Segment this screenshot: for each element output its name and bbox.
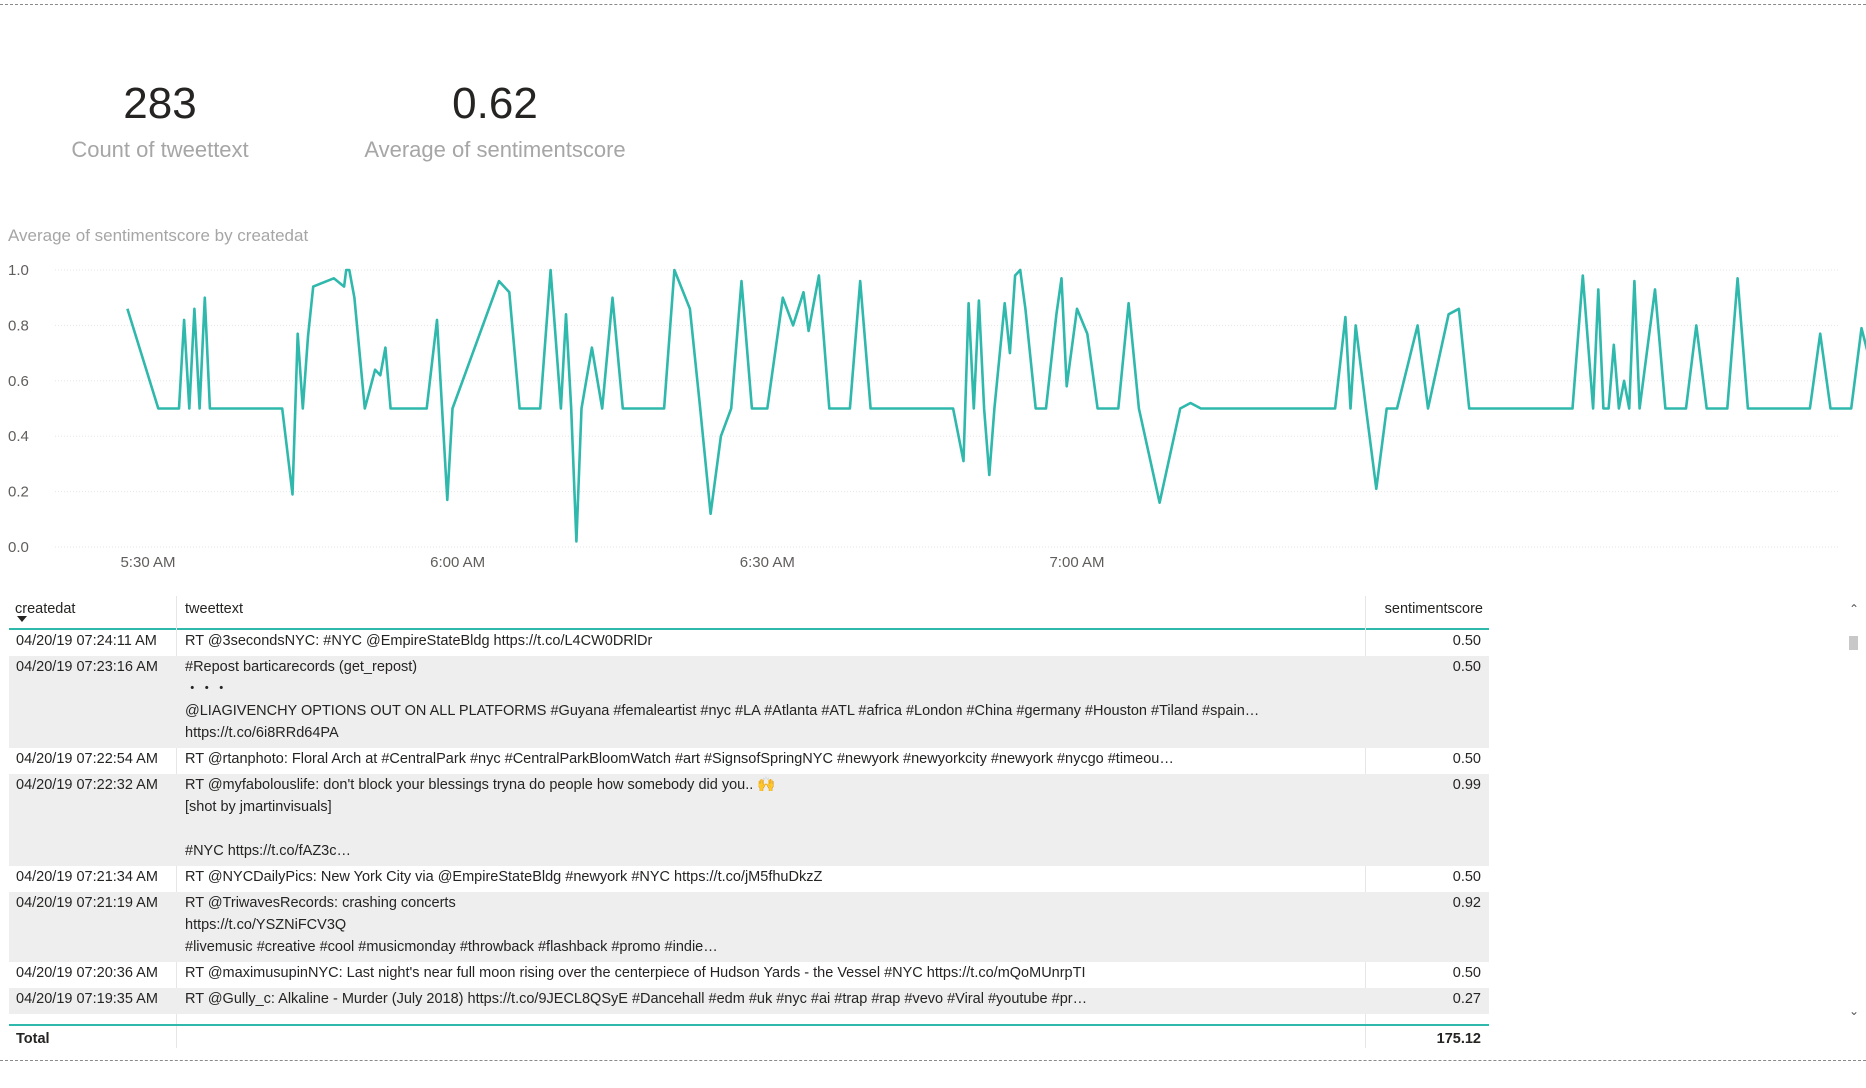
table-row[interactable]: 04/20/19 07:22:54 AM RT @rtanphoto: Flora…	[9, 748, 1489, 774]
cell-createdat: 04/20/19 07:20:36 AM	[16, 965, 158, 981]
header-tweettext-label: tweettext	[185, 601, 244, 617]
total-score: 175.12	[1436, 1031, 1481, 1047]
y-tick-label: 0.2	[8, 484, 29, 501]
cell-tweettext: RT @3secondsNYC: #NYC @EmpireStateBldg h…	[185, 633, 653, 649]
cell-tweettext: RT @rtanphoto: Floral Arch at #CentralPa…	[185, 751, 1174, 767]
header-tweettext[interactable]: tweettext	[179, 596, 1371, 628]
table-row[interactable]: 04/20/19 07:22:32 AM RT @myfabolouslife: …	[9, 774, 1489, 866]
count-value: 283	[123, 79, 197, 128]
cell-tweettext: RT @myfabolouslife: don't block your ble…	[185, 777, 776, 859]
cell-sentimentscore: 0.27	[1452, 991, 1481, 1007]
y-tick-label: 0.8	[8, 317, 29, 334]
chart-title: Average of sentimentscore by createdat	[8, 226, 309, 245]
cell-sentimentscore: 0.50	[1452, 965, 1481, 981]
header-sentimentscore-label: sentimentscore	[1384, 601, 1483, 617]
average-label: Average of sentimentscore	[364, 137, 626, 162]
header-createdat[interactable]: createdat	[9, 596, 181, 628]
cell-sentimentscore: 0.50	[1452, 751, 1481, 767]
x-tick-label: 5:30 AM	[120, 554, 175, 571]
table-row[interactable]: 04/20/19 07:20:36 AM RT @maximusupinNYC: …	[9, 962, 1489, 988]
x-tick-label: 6:00 AM	[430, 554, 485, 571]
table-row[interactable]: 04/20/19 07:21:34 AM RT @NYCDailyPics: Ne…	[9, 866, 1489, 892]
top-border	[0, 4, 1866, 5]
total-row: Total 175.12	[9, 1024, 1489, 1052]
average-value: 0.62	[452, 79, 538, 128]
cell-createdat: 04/20/19 07:22:32 AM	[16, 777, 158, 793]
cell-tweettext: RT @NYCDailyPics: New York City via @Emp…	[185, 869, 823, 885]
cell-createdat: 04/20/19 07:21:19 AM	[16, 895, 158, 911]
average-card[interactable]: 0.62 Average of sentimentscore	[350, 78, 640, 164]
count-card[interactable]: 283 Count of tweettext	[50, 78, 270, 164]
cell-sentimentscore: 0.92	[1452, 895, 1481, 911]
cell-sentimentscore: 0.50	[1452, 633, 1481, 649]
sentiment-series-line[interactable]	[126, 268, 1866, 544]
line-chart[interactable]: 0.0 0.2 0.4 0.6 0.8 1.0 5:30 AM 6:00 AM 6:30 AM 7…	[0, 258, 1866, 578]
cell-createdat: 04/20/19 07:24:11 AM	[16, 633, 157, 649]
table-row[interactable]: 04/20/19 07:24:11 AM RT @3secondsNYC: #NY…	[9, 630, 1489, 656]
x-tick-label: 6:30 AM	[740, 554, 795, 571]
sort-desc-icon	[17, 616, 27, 622]
table-row[interactable]: 04/20/19 07:19:35 AM RT @Gully_c: Alkalin…	[9, 988, 1489, 1014]
cell-sentimentscore: 0.99	[1452, 777, 1481, 793]
table-scrollbar[interactable]	[1846, 596, 1860, 1042]
cell-tweettext: RT @Gully_c: Alkaline - Murder (July 201…	[185, 991, 1088, 1007]
cell-createdat: 04/20/19 07:19:35 AM	[16, 991, 158, 1007]
y-tick-label: 0.4	[8, 428, 29, 445]
scroll-up-icon[interactable]: ⌃	[1849, 602, 1860, 616]
cell-sentimentscore: 0.50	[1452, 659, 1481, 675]
cell-tweettext: #Repost barticarecords (get_repost) ・・・ …	[185, 659, 1260, 741]
table-row[interactable]: 04/20/19 07:23:16 AM #Repost barticarecor…	[9, 656, 1489, 748]
header-createdat-label: createdat	[15, 601, 76, 617]
y-tick-label: 0.0	[8, 539, 29, 556]
cell-sentimentscore: 0.50	[1452, 869, 1481, 885]
table-row[interactable]: 04/20/19 07:21:19 AM RT @TriwavesRecords:…	[9, 892, 1489, 962]
cell-tweettext: RT @TriwavesRecords: crashing concerts h…	[185, 895, 718, 955]
cell-createdat: 04/20/19 07:23:16 AM	[16, 659, 158, 675]
total-label: Total	[16, 1031, 50, 1047]
header-sentimentscore[interactable]: sentimentscore	[1367, 596, 1489, 628]
y-tick-label: 0.6	[8, 373, 29, 390]
scrollbar-thumb[interactable]	[1849, 636, 1858, 650]
cell-createdat: 04/20/19 07:22:54 AM	[16, 751, 158, 767]
table-header: createdat tweettext sentimentscore	[9, 596, 1489, 630]
scroll-down-icon[interactable]: ⌄	[1849, 1004, 1860, 1018]
count-label: Count of tweettext	[71, 137, 249, 162]
x-tick-label: 7:00 AM	[1049, 554, 1104, 571]
cell-createdat: 04/20/19 07:21:34 AM	[16, 869, 158, 885]
cell-tweettext: RT @maximusupinNYC: Last night's near fu…	[185, 965, 1086, 981]
y-tick-label: 1.0	[8, 262, 29, 279]
bottom-border	[0, 1060, 1866, 1061]
